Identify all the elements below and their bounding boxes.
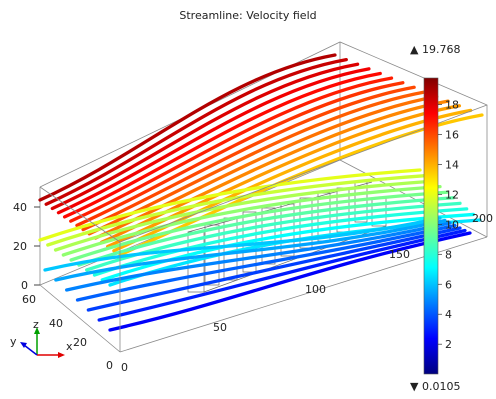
colorbar-tick-label: 10 (445, 218, 459, 231)
y-tick-label: 0 (106, 359, 113, 372)
streamline (97, 228, 467, 322)
streamline (44, 57, 348, 206)
streamline (46, 173, 429, 247)
colorbar-max-label: ▲ 19.768 (410, 43, 461, 56)
streamline (75, 81, 405, 228)
streamline (65, 221, 452, 292)
x-tick-label: 200 (472, 212, 493, 225)
streamline (77, 196, 455, 267)
x-tick-label: 50 (213, 321, 227, 334)
streamline (38, 53, 337, 202)
triad-y-label: y (10, 335, 17, 348)
streamline (54, 218, 447, 282)
streamline (108, 231, 472, 332)
y-tick-label: 60 (22, 293, 36, 306)
colorbar-min-label: ▼ 0.0105 (410, 380, 461, 393)
streamline (69, 190, 449, 262)
streamline (43, 216, 442, 272)
colorbar-tick-label: 2 (445, 338, 452, 351)
z-tick-label: 0 (21, 279, 28, 292)
streamline (53, 179, 435, 252)
colorbar-tick-label: 16 (445, 128, 459, 141)
streamlines (38, 53, 484, 332)
streamline (86, 226, 462, 312)
triad-z-label: z (33, 318, 39, 331)
streamline (99, 99, 450, 244)
streamline (62, 71, 382, 219)
axis-triad-icon: z x y (10, 318, 73, 358)
x-tick-label: 0 (121, 361, 128, 374)
streamline (69, 76, 394, 223)
streamline (61, 185, 442, 257)
y-tick-label: 40 (49, 317, 63, 330)
colorbar-tick-label: 18 (445, 98, 459, 111)
streamline (81, 85, 416, 232)
z-axis: 0 20 40 (13, 201, 40, 292)
z-tick-label: 40 (13, 201, 27, 214)
streamline (56, 67, 371, 215)
colorbar-gradient (423, 77, 439, 375)
colorbar-tick-label: 8 (445, 248, 452, 261)
streamline (106, 104, 462, 249)
streamline (75, 223, 457, 302)
y-axis: 0 20 40 60 (22, 293, 113, 372)
x-tick-label: 150 (389, 248, 410, 261)
plot-title: Streamline: Velocity field (179, 9, 317, 22)
streamline (100, 212, 475, 282)
z-tick-label: 20 (13, 240, 27, 253)
x-tick-label: 100 (305, 283, 326, 296)
colorbar-tick-label: 12 (445, 188, 459, 201)
colorbar-tick-label: 6 (445, 278, 452, 291)
streamline (50, 62, 360, 211)
colorbar: 2 4 6 8 10 12 14 16 18 (423, 77, 459, 375)
streamline (92, 207, 469, 277)
y-tick-label: 20 (73, 336, 87, 349)
colorbar-tick-label: 14 (445, 158, 459, 171)
colorbar-tick-label: 4 (445, 308, 452, 321)
triad-x-label: x (66, 340, 73, 353)
streamline (38, 168, 422, 242)
x-axis: 0 50 100 150 200 (121, 212, 493, 374)
